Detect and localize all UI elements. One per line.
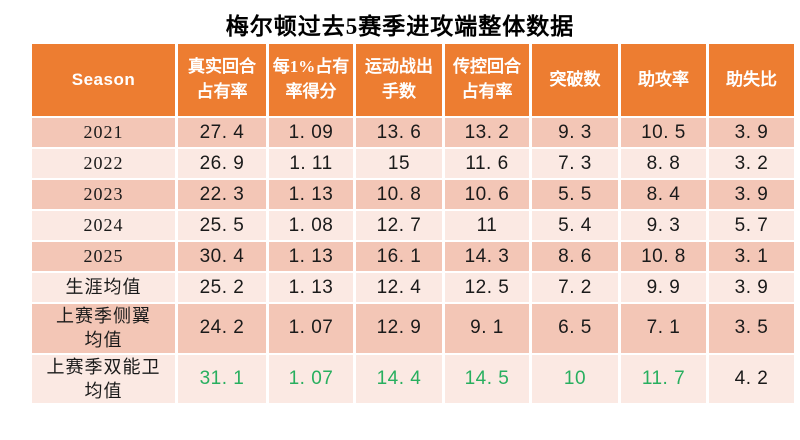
cell-value: 1. 08 xyxy=(269,211,353,240)
cell-value: 6. 5 xyxy=(532,304,618,353)
row-label: 2022 xyxy=(32,149,175,178)
cell-value: 16. 1 xyxy=(356,242,442,271)
cell-value: 9. 3 xyxy=(621,211,706,240)
cell-value: 14. 4 xyxy=(356,354,442,404)
cell-value: 5. 7 xyxy=(709,211,794,240)
cell-value: 1. 07 xyxy=(269,304,353,353)
column-header: 传控回合 占有率 xyxy=(445,44,529,116)
row-label: 上赛季双能卫 均值 xyxy=(32,354,175,404)
table-row: 上赛季双能卫 均值 31. 1 1. 07 14. 4 14. 5 10 11. 7 4. 2 xyxy=(32,354,794,404)
cell-value: 3. 2 xyxy=(709,149,794,178)
page-title: 梅尔顿过去5赛季进攻端整体数据 xyxy=(225,14,575,39)
row-label: 上赛季侧翼 均值 xyxy=(32,304,175,353)
cell-value: 8. 8 xyxy=(621,149,706,178)
column-header: 每1%占有 率得分 xyxy=(269,44,353,116)
cell-value: 24. 2 xyxy=(178,304,266,353)
cell-value: 8. 6 xyxy=(532,242,618,271)
column-header: 助攻率 xyxy=(621,44,706,116)
table-row: 2022 26. 9 1. 11 15 11. 6 7. 3 8. 8 3. 2 xyxy=(32,149,794,178)
cell-value: 1. 07 xyxy=(269,354,353,404)
row-label: 生涯均值 xyxy=(32,273,175,302)
cell-value: 1. 13 xyxy=(269,180,353,209)
cell-value: 9. 3 xyxy=(532,118,618,147)
cell-value: 15 xyxy=(356,149,442,178)
column-header: 运动战出 手数 xyxy=(356,44,442,116)
cell-value: 10. 5 xyxy=(621,118,706,147)
cell-value: 25. 2 xyxy=(178,273,266,302)
header-row: Season 真实回合 占有率 每1%占有 率得分 运动战出 手数 传控回合 占有率 突破… xyxy=(32,44,794,116)
stats-table: Season 真实回合 占有率 每1%占有 率得分 运动战出 手数 传控回合 占有率 突破… xyxy=(29,42,797,405)
table-row: 2025 30. 4 1. 13 16. 1 14. 3 8. 6 10. 8 3. 1 xyxy=(32,242,794,271)
cell-value: 14. 5 xyxy=(445,354,529,404)
cell-value: 3. 9 xyxy=(709,273,794,302)
cell-value: 7. 2 xyxy=(532,273,618,302)
cell-value: 31. 1 xyxy=(178,354,266,404)
cell-value: 10 xyxy=(532,354,618,404)
table-row: 2024 25. 5 1. 08 12. 7 11 5. 4 9. 3 5. 7 xyxy=(32,211,794,240)
cell-value: 3. 5 xyxy=(709,304,794,353)
cell-value: 10. 8 xyxy=(356,180,442,209)
table-row: 2021 27. 4 1. 09 13. 6 13. 2 9. 3 10. 5 3. 9 xyxy=(32,118,794,147)
cell-value: 1. 13 xyxy=(269,273,353,302)
table-header: Season 真实回合 占有率 每1%占有 率得分 运动战出 手数 传控回合 占有率 突破… xyxy=(32,44,794,116)
cell-value: 11. 6 xyxy=(445,149,529,178)
cell-value: 12. 5 xyxy=(445,273,529,302)
column-header: Season xyxy=(32,44,175,116)
row-label: 2025 xyxy=(32,242,175,271)
cell-value: 7. 3 xyxy=(532,149,618,178)
cell-value: 8. 4 xyxy=(621,180,706,209)
cell-value: 13. 6 xyxy=(356,118,442,147)
cell-value: 27. 4 xyxy=(178,118,266,147)
cell-value: 12. 7 xyxy=(356,211,442,240)
cell-value: 3. 9 xyxy=(709,118,794,147)
column-header: 真实回合 占有率 xyxy=(178,44,266,116)
column-header: 突破数 xyxy=(532,44,618,116)
cell-value: 30. 4 xyxy=(178,242,266,271)
cell-value: 3. 9 xyxy=(709,180,794,209)
cell-value: 1. 13 xyxy=(269,242,353,271)
cell-value: 25. 5 xyxy=(178,211,266,240)
cell-value: 5. 5 xyxy=(532,180,618,209)
cell-value: 4. 2 xyxy=(709,354,794,404)
cell-value: 11 xyxy=(445,211,529,240)
cell-value: 1. 11 xyxy=(269,149,353,178)
row-label: 2021 xyxy=(32,118,175,147)
cell-value: 26. 9 xyxy=(178,149,266,178)
cell-value: 9. 1 xyxy=(445,304,529,353)
cell-value: 22. 3 xyxy=(178,180,266,209)
column-header: 助失比 xyxy=(709,44,794,116)
table-row: 生涯均值 25. 2 1. 13 12. 4 12. 5 7. 2 9. 9 3. 9 xyxy=(32,273,794,302)
cell-value: 10. 8 xyxy=(621,242,706,271)
table-row: 上赛季侧翼 均值 24. 2 1. 07 12. 9 9. 1 6. 5 7. 1 3. 5 xyxy=(32,304,794,353)
row-label: 2023 xyxy=(32,180,175,209)
cell-value: 5. 4 xyxy=(532,211,618,240)
cell-value: 13. 2 xyxy=(445,118,529,147)
cell-value: 3. 1 xyxy=(709,242,794,271)
cell-value: 9. 9 xyxy=(621,273,706,302)
cell-value: 12. 9 xyxy=(356,304,442,353)
cell-value: 14. 3 xyxy=(445,242,529,271)
row-label: 2024 xyxy=(32,211,175,240)
cell-value: 12. 4 xyxy=(356,273,442,302)
table-body: 2021 27. 4 1. 09 13. 6 13. 2 9. 3 10. 5 3. 9 202… xyxy=(32,118,794,404)
cell-value: 7. 1 xyxy=(621,304,706,353)
cell-value: 10. 6 xyxy=(445,180,529,209)
cell-value: 1. 09 xyxy=(269,118,353,147)
cell-value: 11. 7 xyxy=(621,354,706,404)
table-row: 2023 22. 3 1. 13 10. 8 10. 6 5. 5 8. 4 3. 9 xyxy=(32,180,794,209)
